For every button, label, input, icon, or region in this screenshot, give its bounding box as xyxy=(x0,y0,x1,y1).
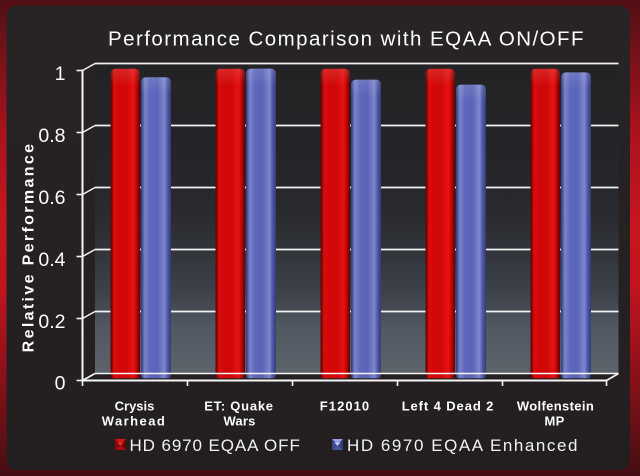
svg-text:MP: MP xyxy=(545,414,565,429)
svg-text:ET: Quake: ET: Quake xyxy=(204,399,274,414)
svg-text:0.2: 0.2 xyxy=(38,311,65,333)
svg-text:HD 6970 EQAA OFF: HD 6970 EQAA OFF xyxy=(130,436,301,455)
svg-text:0.8: 0.8 xyxy=(38,125,65,147)
svg-text:Wolfenstein: Wolfenstein xyxy=(517,399,594,414)
svg-text:Left 4 Dead 2: Left 4 Dead 2 xyxy=(402,399,495,414)
svg-text:Crysis: Crysis xyxy=(115,399,155,414)
svg-text:0.6: 0.6 xyxy=(38,187,65,209)
svg-text:HD 6970 EQAA Enhanced: HD 6970 EQAA Enhanced xyxy=(347,436,579,455)
svg-text:1: 1 xyxy=(55,63,66,85)
svg-text:Performance Comparison with EQ: Performance Comparison with EQAA ON/OFF xyxy=(108,28,585,51)
svg-text:F12010: F12010 xyxy=(320,399,370,414)
svg-text:0.4: 0.4 xyxy=(38,249,65,271)
svg-text:Warhead: Warhead xyxy=(102,414,167,429)
svg-text:Wars: Wars xyxy=(223,414,255,429)
svg-text:0: 0 xyxy=(55,373,66,395)
svg-text:Relative Performance: Relative Performance xyxy=(21,142,38,353)
